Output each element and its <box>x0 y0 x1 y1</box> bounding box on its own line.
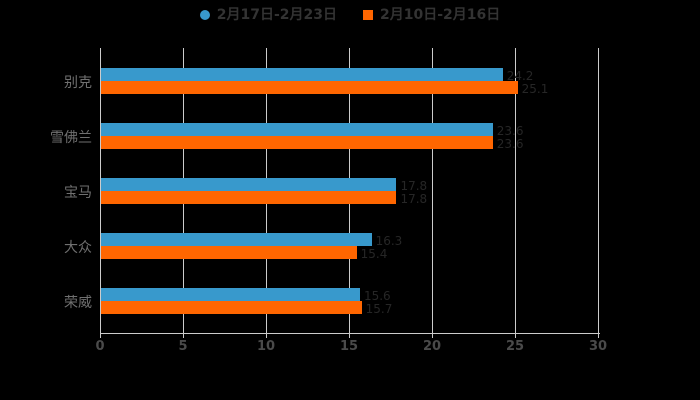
legend-marker-circle-icon <box>199 10 210 20</box>
legend-marker-square-icon <box>363 10 373 20</box>
value-label: 15.7 <box>365 302 393 316</box>
x-axis-tick <box>515 333 516 338</box>
x-axis-tick <box>100 333 101 338</box>
value-label: 23.6 <box>496 124 524 138</box>
gridline <box>432 48 433 333</box>
bar-week1[interactable] <box>101 81 518 94</box>
x-axis-line <box>100 333 600 334</box>
value-label: 23.6 <box>496 137 524 151</box>
bar-week2[interactable] <box>101 178 397 191</box>
x-axis-tick <box>598 333 599 338</box>
category-label: 大众 <box>64 240 92 256</box>
x-axis-tick-label: 30 <box>588 339 608 354</box>
value-label: 15.4 <box>360 247 388 261</box>
bar-week1[interactable] <box>101 191 397 204</box>
x-axis-tick-label: 10 <box>256 339 276 354</box>
category-label: 宝马 <box>64 185 92 201</box>
bar-week2[interactable] <box>101 233 372 246</box>
value-label: 25.1 <box>521 82 549 96</box>
legend: 2月17日-2月23日 2月10日-2月16日 <box>0 6 700 24</box>
x-axis-tick <box>266 333 267 338</box>
bar-week1[interactable] <box>101 136 493 149</box>
x-axis-tick-label: 20 <box>422 339 442 354</box>
x-axis-tick-label: 25 <box>505 339 525 354</box>
value-label: 17.8 <box>400 192 428 206</box>
value-label: 16.3 <box>375 234 403 248</box>
x-axis-tick <box>183 333 184 338</box>
legend-label: 2月10日-2月16日 <box>380 7 501 23</box>
x-axis-tick-label: 5 <box>178 339 188 354</box>
x-axis-tick <box>432 333 433 338</box>
legend-item-week1[interactable]: 2月10日-2月16日 <box>363 6 500 24</box>
value-label: 17.8 <box>400 179 428 193</box>
value-label: 24.2 <box>506 69 534 83</box>
category-label: 荣威 <box>64 295 92 311</box>
legend-label: 2月17日-2月23日 <box>216 7 337 23</box>
gridline <box>515 48 516 333</box>
legend-item-week2[interactable]: 2月17日-2月23日 <box>199 6 337 24</box>
y-axis-line <box>100 48 101 333</box>
x-axis-tick <box>349 333 350 338</box>
bar-week2[interactable] <box>101 123 493 136</box>
bar-week1[interactable] <box>101 301 362 314</box>
value-label: 15.6 <box>363 289 391 303</box>
category-label: 雪佛兰 <box>50 130 92 146</box>
bar-week1[interactable] <box>101 246 357 259</box>
category-label: 别克 <box>64 75 92 91</box>
x-axis-tick-label: 15 <box>339 339 359 354</box>
x-axis-tick-label: 0 <box>95 339 105 354</box>
gridline <box>598 48 599 333</box>
bar-week2[interactable] <box>101 68 503 81</box>
bar-week2[interactable] <box>101 288 360 301</box>
